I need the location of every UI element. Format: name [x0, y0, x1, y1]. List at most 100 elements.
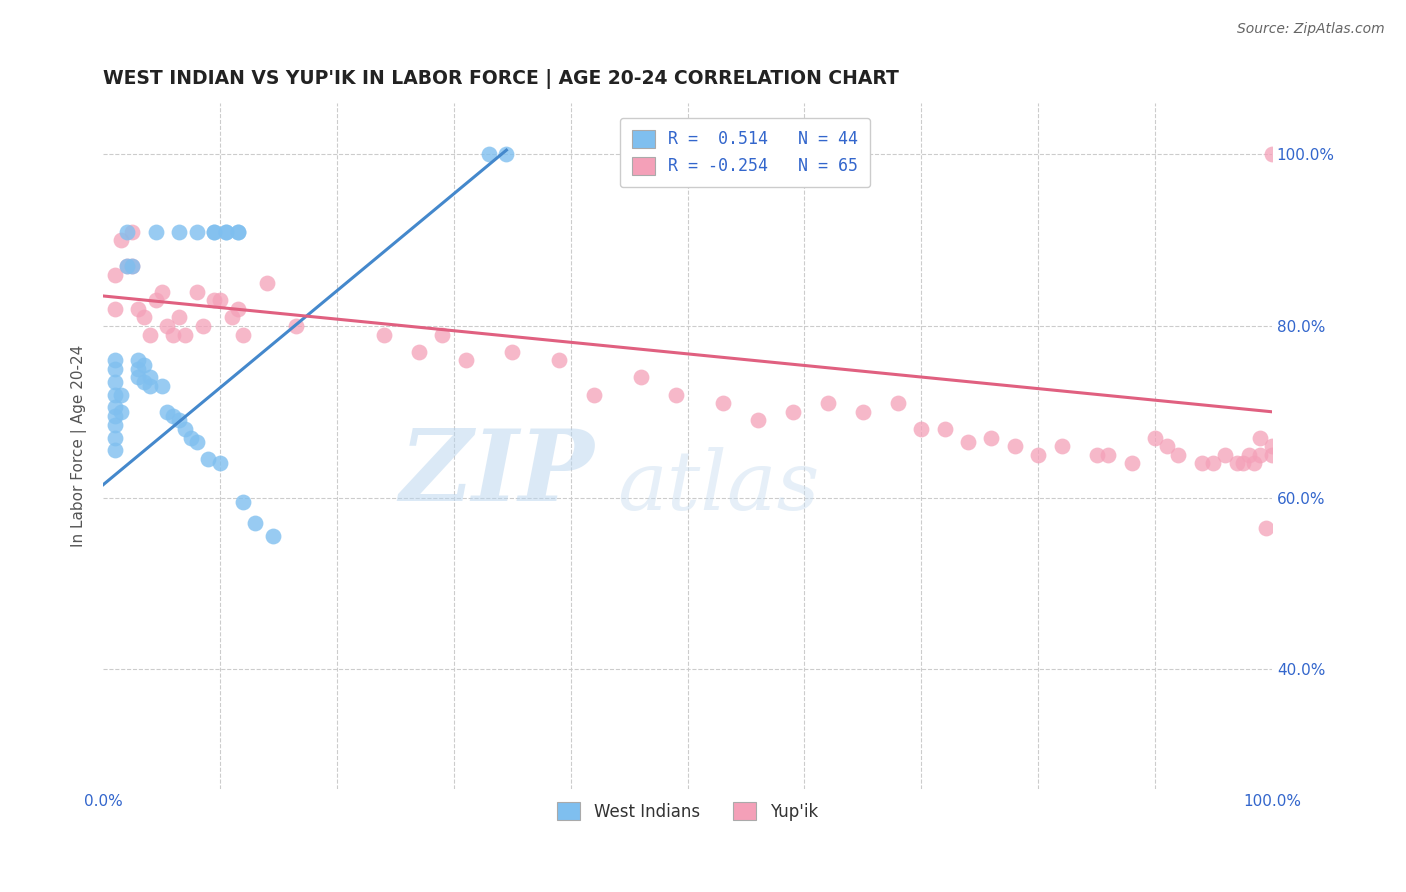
Point: [256, 276, 278, 290]
Point: [121, 259, 143, 273]
Text: atlas: atlas: [617, 447, 820, 527]
Point: [1261, 147, 1284, 161]
Point: [747, 413, 769, 427]
Point: [1249, 448, 1271, 462]
Point: [957, 434, 980, 449]
Point: [887, 396, 910, 410]
Text: ZIP: ZIP: [399, 425, 595, 522]
Y-axis label: In Labor Force | Age 20-24: In Labor Force | Age 20-24: [72, 345, 87, 547]
Point: [630, 370, 652, 384]
Point: [104, 375, 127, 389]
Point: [430, 327, 453, 342]
Point: [174, 422, 197, 436]
Point: [1191, 456, 1213, 470]
Point: [232, 495, 254, 509]
Point: [478, 147, 501, 161]
Point: [197, 452, 219, 467]
Point: [127, 370, 149, 384]
Point: [817, 396, 839, 410]
Point: [139, 379, 162, 393]
Point: [1232, 456, 1254, 470]
Point: [104, 268, 127, 282]
Point: [262, 529, 284, 543]
Point: [501, 344, 523, 359]
Point: [1261, 439, 1284, 453]
Point: [665, 387, 688, 401]
Point: [134, 375, 156, 389]
Point: [127, 362, 149, 376]
Point: [202, 225, 225, 239]
Point: [145, 225, 167, 239]
Point: [1156, 439, 1178, 453]
Point: [1254, 520, 1277, 534]
Point: [104, 443, 127, 458]
Point: [226, 225, 249, 239]
Point: [202, 225, 225, 239]
Point: [782, 405, 804, 419]
Text: WEST INDIAN VS YUP'IK IN LABOR FORCE | AGE 20-24 CORRELATION CHART: WEST INDIAN VS YUP'IK IN LABOR FORCE | A…: [103, 69, 898, 88]
Point: [243, 516, 266, 531]
Point: [215, 225, 238, 239]
Point: [104, 417, 127, 432]
Point: [156, 318, 179, 333]
Point: [1050, 439, 1073, 453]
Point: [186, 225, 208, 239]
Point: [548, 353, 571, 368]
Point: [167, 413, 190, 427]
Text: Source: ZipAtlas.com: Source: ZipAtlas.com: [1237, 22, 1385, 37]
Point: [1261, 448, 1284, 462]
Point: [145, 293, 167, 308]
Legend: West Indians, Yup'ik: West Indians, Yup'ik: [546, 790, 830, 832]
Point: [104, 387, 127, 401]
Point: [1237, 448, 1260, 462]
Point: [373, 327, 395, 342]
Point: [162, 327, 184, 342]
Point: [910, 422, 932, 436]
Point: [934, 422, 956, 436]
Point: [202, 293, 225, 308]
Point: [1121, 456, 1143, 470]
Point: [232, 327, 254, 342]
Point: [104, 401, 127, 415]
Point: [1167, 448, 1189, 462]
Point: [221, 310, 243, 325]
Point: [150, 285, 173, 299]
Point: [167, 225, 190, 239]
Point: [454, 353, 477, 368]
Point: [115, 259, 138, 273]
Point: [1026, 448, 1049, 462]
Point: [167, 310, 190, 325]
Point: [104, 430, 127, 444]
Point: [980, 430, 1002, 444]
Point: [180, 430, 202, 444]
Point: [209, 456, 232, 470]
Point: [191, 318, 214, 333]
Point: [174, 327, 197, 342]
Point: [134, 358, 156, 372]
Point: [104, 409, 127, 423]
Point: [1004, 439, 1026, 453]
Point: [127, 353, 149, 368]
Point: [115, 259, 138, 273]
Point: [104, 362, 127, 376]
Point: [127, 301, 149, 316]
Point: [121, 225, 143, 239]
Point: [1097, 448, 1119, 462]
Point: [186, 434, 208, 449]
Point: [583, 387, 606, 401]
Point: [110, 387, 132, 401]
Point: [110, 405, 132, 419]
Point: [1249, 430, 1271, 444]
Point: [121, 259, 143, 273]
Point: [226, 301, 249, 316]
Point: [139, 370, 162, 384]
Point: [408, 344, 430, 359]
Point: [495, 147, 517, 161]
Point: [134, 310, 156, 325]
Point: [209, 293, 232, 308]
Point: [226, 225, 249, 239]
Point: [852, 405, 875, 419]
Point: [186, 285, 208, 299]
Point: [104, 301, 127, 316]
Point: [115, 225, 138, 239]
